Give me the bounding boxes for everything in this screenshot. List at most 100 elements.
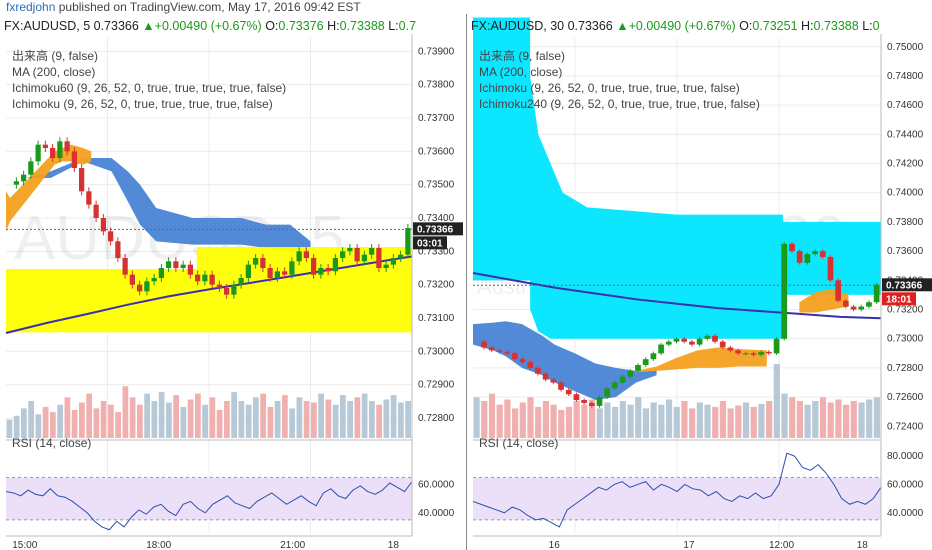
candle-body (612, 382, 618, 389)
rsi-legend[interactable]: RSI (14, close) (479, 436, 559, 450)
volume-bar (612, 406, 619, 438)
indicator-ichimoku60[interactable]: Ichimoku60 (9, 26, 52, 0, true, true, tr… (12, 81, 287, 95)
candle-body (789, 243, 795, 252)
candle-body (311, 258, 317, 275)
candle-body (527, 362, 534, 368)
volume-bar (144, 393, 150, 438)
volume-bar (260, 393, 266, 438)
volume-bar (115, 412, 121, 438)
indicator-ichimoku[interactable]: Ichimoku (9, 26, 52, 0, true, true, true… (12, 97, 273, 111)
time-tick-label: 12:00 (769, 540, 794, 550)
candle-body (115, 241, 121, 258)
volume-bar (635, 397, 642, 438)
volume-bar (681, 401, 688, 438)
candle-body (13, 181, 19, 185)
volume-bar (282, 395, 288, 438)
volume-bar (42, 406, 49, 438)
open-value: 0.73376 (278, 19, 324, 33)
candle-body (71, 151, 77, 168)
volume-bar (827, 402, 834, 438)
candle-body (398, 254, 404, 258)
rsi-line (5, 481, 413, 531)
chart-panel-30m[interactable]: AUDUSD, 30Australian Dollar / U.S. Dolla… (466, 14, 932, 550)
candle-body (565, 389, 572, 395)
time-tick-label: 16 (549, 540, 561, 550)
volume-bar (129, 397, 136, 438)
last-price-tag-text: 0.73366 (886, 280, 923, 291)
candle-body (596, 397, 603, 406)
volume-bar (665, 399, 673, 438)
volume-bar (245, 404, 252, 438)
volume-bar (750, 406, 757, 438)
indicator-ma[interactable]: MA (200, close) (12, 65, 96, 79)
chart-panel-5m[interactable]: AUDUSD, 5Australian Dollar / U.S. Dollar… (0, 14, 464, 550)
interval: 5 (83, 19, 91, 33)
chart-canvas-5m[interactable]: AUDUSD, 5Australian Dollar / U.S. Dollar… (0, 14, 464, 550)
volume-bar (303, 401, 310, 438)
rsi-tick-label: 40.0000 (887, 508, 924, 519)
volume-bar (361, 393, 368, 438)
candle-body (481, 341, 487, 348)
last-price: 0.73366 (567, 19, 613, 33)
bar-timer-text: 03:01 (417, 238, 443, 249)
candle-body (253, 258, 259, 265)
candle-body (166, 261, 172, 268)
candle-body (231, 284, 237, 295)
rsi-legend[interactable]: RSI (14, close) (12, 436, 92, 450)
volume-bar (873, 397, 880, 438)
price-tick-label: 0.73600 (418, 146, 455, 157)
volume-bar (527, 397, 534, 438)
volume-bar (28, 401, 34, 438)
volume-bar (565, 406, 573, 438)
indicator-ma[interactable]: MA (200, close) (479, 65, 563, 79)
candle-body (100, 218, 106, 232)
candle-body (850, 306, 857, 310)
price-tick-label: 0.72400 (887, 421, 924, 432)
volume-bar (187, 399, 194, 438)
candle-body (202, 274, 208, 282)
indicator-volume[interactable]: 出来高 (9, false) (12, 49, 99, 63)
volume-bar (858, 402, 865, 438)
volume-bar (86, 393, 92, 438)
candle-body (390, 258, 396, 265)
volume-bar (504, 399, 511, 438)
high-value: 0.73388 (339, 19, 385, 33)
indicator-ichimoku240[interactable]: Ichimoku240 (9, 26, 52, 0, true, true, t… (479, 97, 760, 111)
volume-bar (511, 408, 519, 438)
publish-header: fxredjohn published on TradingView.com, … (0, 0, 932, 14)
indicator-volume[interactable]: 出来高 (9, false) (479, 49, 566, 63)
ichimoku-cloud-blue (6, 158, 311, 252)
candle-body (696, 338, 703, 345)
chart-canvas-30m[interactable]: AUDUSD, 30Australian Dollar / U.S. Dolla… (467, 14, 932, 550)
open-label: O: (739, 19, 753, 33)
candle-body (819, 251, 826, 257)
candle-body (238, 278, 244, 285)
price-tick-label: 0.73800 (418, 80, 455, 91)
volume-bar (354, 397, 361, 438)
candle-body (750, 353, 757, 355)
candle-body (665, 341, 672, 345)
volume-bar (238, 401, 245, 438)
volume-bar (376, 404, 382, 438)
volume-bar (850, 401, 857, 438)
candle-body (245, 264, 251, 278)
candle-body (619, 376, 626, 383)
volume-bar (93, 408, 100, 438)
volume-bar (231, 392, 237, 438)
bar-timer-tag (413, 236, 447, 250)
candle-body (550, 379, 557, 383)
candle-body (282, 271, 288, 275)
candle-body (57, 141, 63, 158)
indicator-ichimoku[interactable]: Ichimoku (9, 26, 52, 0, true, true, true… (479, 81, 740, 95)
author-link[interactable]: fxredjohn (6, 0, 56, 14)
candle-body (796, 251, 803, 263)
candle-body (260, 258, 266, 268)
volume-bar (267, 406, 274, 438)
volume-bar (658, 404, 665, 438)
volume-bar (719, 401, 727, 438)
volume-bar (604, 402, 611, 438)
volume-bar (673, 406, 680, 438)
candle-body (650, 353, 657, 360)
price-tick-label: 0.72600 (887, 392, 924, 403)
up-arrow-icon: ▲ (142, 19, 155, 33)
